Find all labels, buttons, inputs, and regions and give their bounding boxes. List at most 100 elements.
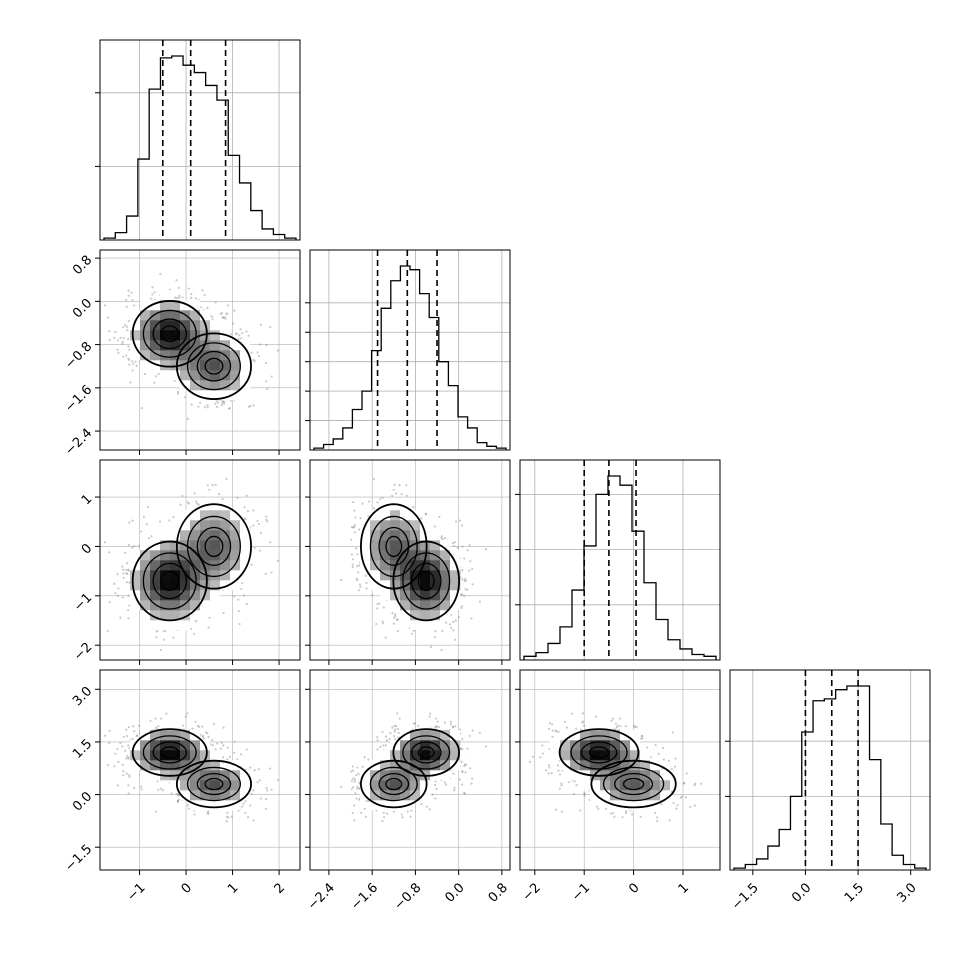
- sample-point: [277, 350, 279, 352]
- panel-frame: [730, 670, 930, 870]
- panel-frame: [100, 40, 300, 240]
- sample-point: [459, 778, 461, 780]
- sample-point: [365, 582, 367, 584]
- sample-point: [353, 804, 355, 806]
- sample-point: [243, 594, 245, 596]
- sample-point: [265, 380, 267, 382]
- sample-point: [123, 577, 125, 579]
- sample-point: [256, 351, 258, 353]
- sample-point: [406, 495, 408, 497]
- sample-point: [469, 767, 471, 769]
- sample-point: [181, 495, 183, 497]
- sample-point: [247, 510, 249, 512]
- sample-point: [104, 735, 106, 737]
- sample-point: [352, 566, 354, 568]
- sample-point: [131, 360, 133, 362]
- sample-point: [265, 808, 267, 810]
- sample-point: [357, 571, 359, 573]
- sample-point: [201, 289, 203, 291]
- sample-point: [117, 352, 119, 354]
- sample-point: [252, 509, 254, 511]
- sample-point: [270, 375, 272, 377]
- sample-point: [259, 550, 261, 552]
- density-cell: [210, 340, 220, 350]
- sample-point: [119, 617, 121, 619]
- sample-point: [212, 484, 214, 486]
- sample-point: [171, 792, 173, 794]
- sample-point: [233, 310, 235, 312]
- sample-point: [121, 745, 123, 747]
- sample-point: [151, 293, 153, 295]
- sample-point: [434, 797, 436, 799]
- density-cell: [240, 780, 250, 790]
- sample-point: [159, 520, 161, 522]
- sample-point: [235, 333, 237, 335]
- scatter-panel-4-1: [95, 670, 300, 875]
- sample-point: [351, 780, 353, 782]
- density-cell: [390, 510, 400, 520]
- sample-point: [252, 819, 254, 821]
- sample-point: [125, 354, 127, 356]
- sample-point: [177, 800, 179, 802]
- sample-point: [252, 525, 254, 527]
- sample-point: [391, 726, 393, 728]
- sample-point: [234, 741, 236, 743]
- sample-point: [358, 799, 360, 801]
- sample-point: [429, 808, 431, 810]
- sample-point: [485, 746, 487, 748]
- sample-point: [204, 294, 206, 296]
- sample-point: [194, 721, 196, 723]
- density-cell: [210, 320, 220, 330]
- sample-point: [438, 516, 440, 518]
- sample-point: [452, 621, 454, 623]
- sample-point: [238, 610, 240, 612]
- sample-point: [190, 293, 192, 295]
- sample-point: [376, 607, 378, 609]
- sample-point: [125, 729, 127, 731]
- sample-point: [240, 337, 242, 339]
- sample-point: [181, 296, 183, 298]
- sample-point: [472, 583, 474, 585]
- sample-point: [466, 748, 468, 750]
- sample-point: [350, 539, 352, 541]
- sample-point: [258, 523, 260, 525]
- sample-point: [241, 582, 243, 584]
- sample-point: [104, 541, 106, 543]
- density-cell: [230, 360, 240, 370]
- sample-point: [461, 545, 463, 547]
- sample-point: [233, 752, 235, 754]
- sample-point: [410, 810, 412, 812]
- sample-point: [376, 748, 378, 750]
- sample-point: [471, 778, 473, 780]
- sample-point: [258, 768, 260, 770]
- sample-point: [126, 562, 128, 564]
- density-cell: [160, 730, 170, 740]
- sample-point: [126, 573, 128, 575]
- sample-point: [434, 636, 436, 638]
- sample-point: [402, 816, 404, 818]
- density-cell: [140, 330, 150, 340]
- density-cell: [420, 620, 430, 630]
- sample-point: [122, 596, 124, 598]
- sample-point: [126, 326, 128, 328]
- sample-point: [397, 630, 399, 632]
- sample-point: [277, 779, 279, 781]
- sample-point: [227, 304, 229, 306]
- sample-point: [461, 524, 463, 526]
- sample-point: [160, 649, 162, 651]
- sample-point: [245, 330, 247, 332]
- sample-point: [393, 725, 395, 727]
- sample-point: [212, 744, 214, 746]
- sample-point: [163, 639, 165, 641]
- sample-point: [207, 484, 209, 486]
- sample-point: [233, 595, 235, 597]
- sample-point: [394, 613, 396, 615]
- sample-point: [237, 599, 239, 601]
- sample-point: [464, 764, 466, 766]
- sample-point: [258, 355, 260, 357]
- sample-point: [211, 739, 213, 741]
- sample-point: [180, 504, 182, 506]
- sample-point: [131, 369, 133, 371]
- sample-point: [393, 484, 395, 486]
- sample-point: [114, 753, 116, 755]
